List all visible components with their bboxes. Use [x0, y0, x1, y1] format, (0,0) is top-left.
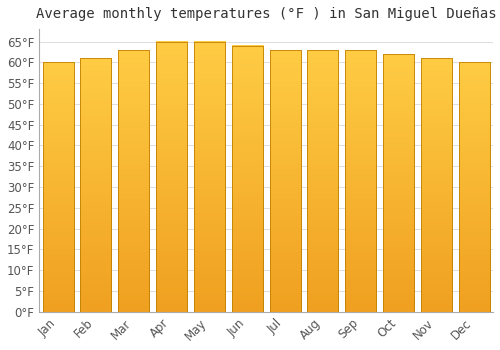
Bar	[345, 50, 376, 312]
Bar	[42, 62, 74, 312]
Bar	[194, 42, 225, 312]
Bar	[80, 58, 112, 312]
Bar	[232, 46, 262, 312]
Bar	[383, 54, 414, 312]
Bar	[270, 50, 300, 312]
Title: Average monthly temperatures (°F ) in San Miguel Dueñas: Average monthly temperatures (°F ) in Sa…	[36, 7, 496, 21]
Bar	[156, 42, 187, 312]
Bar	[421, 58, 452, 312]
Bar	[118, 50, 149, 312]
Bar	[458, 62, 490, 312]
Bar	[308, 50, 338, 312]
